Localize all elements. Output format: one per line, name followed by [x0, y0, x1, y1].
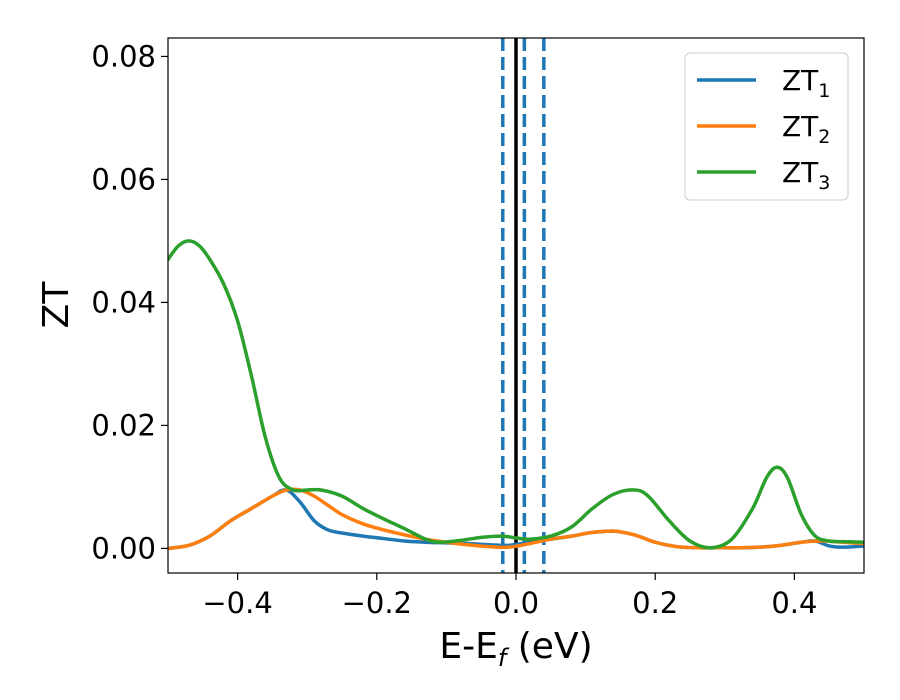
series-line-3	[168, 239, 864, 550]
x-tick-label: 0.2	[632, 586, 678, 620]
legend: ZT1 ZT2 ZT3	[684, 52, 849, 201]
legend-label-1: ZT1	[782, 64, 830, 102]
y-tick-label: 0.00	[91, 531, 156, 565]
series-line-2	[168, 487, 864, 551]
y-axis: 0.00 0.02 0.04 0.06 0.08	[91, 39, 168, 565]
y-tick-label: 0.06	[91, 162, 156, 196]
legend-label-3: ZT3	[782, 156, 830, 194]
vertical-reference-lines	[501, 38, 546, 573]
y-axis-label: ZT	[36, 281, 77, 329]
x-axis-label: E-Ef (eV)	[439, 626, 592, 672]
y-tick-label: 0.02	[91, 408, 156, 442]
y-tick-label: 0.08	[91, 39, 156, 73]
x-axis: −0.4 −0.2 0.0 0.2 0.4	[202, 573, 817, 620]
series-lines	[168, 239, 864, 551]
x-tick-label: −0.2	[342, 586, 412, 620]
x-tick-label: 0.0	[493, 586, 539, 620]
y-tick-label: 0.04	[91, 285, 156, 319]
x-tick-label: 0.4	[771, 586, 817, 620]
x-axis-label-unit: (eV)	[506, 626, 592, 667]
legend-label-2: ZT2	[782, 110, 830, 148]
legend-box	[684, 52, 849, 201]
x-tick-label: −0.4	[202, 586, 272, 620]
